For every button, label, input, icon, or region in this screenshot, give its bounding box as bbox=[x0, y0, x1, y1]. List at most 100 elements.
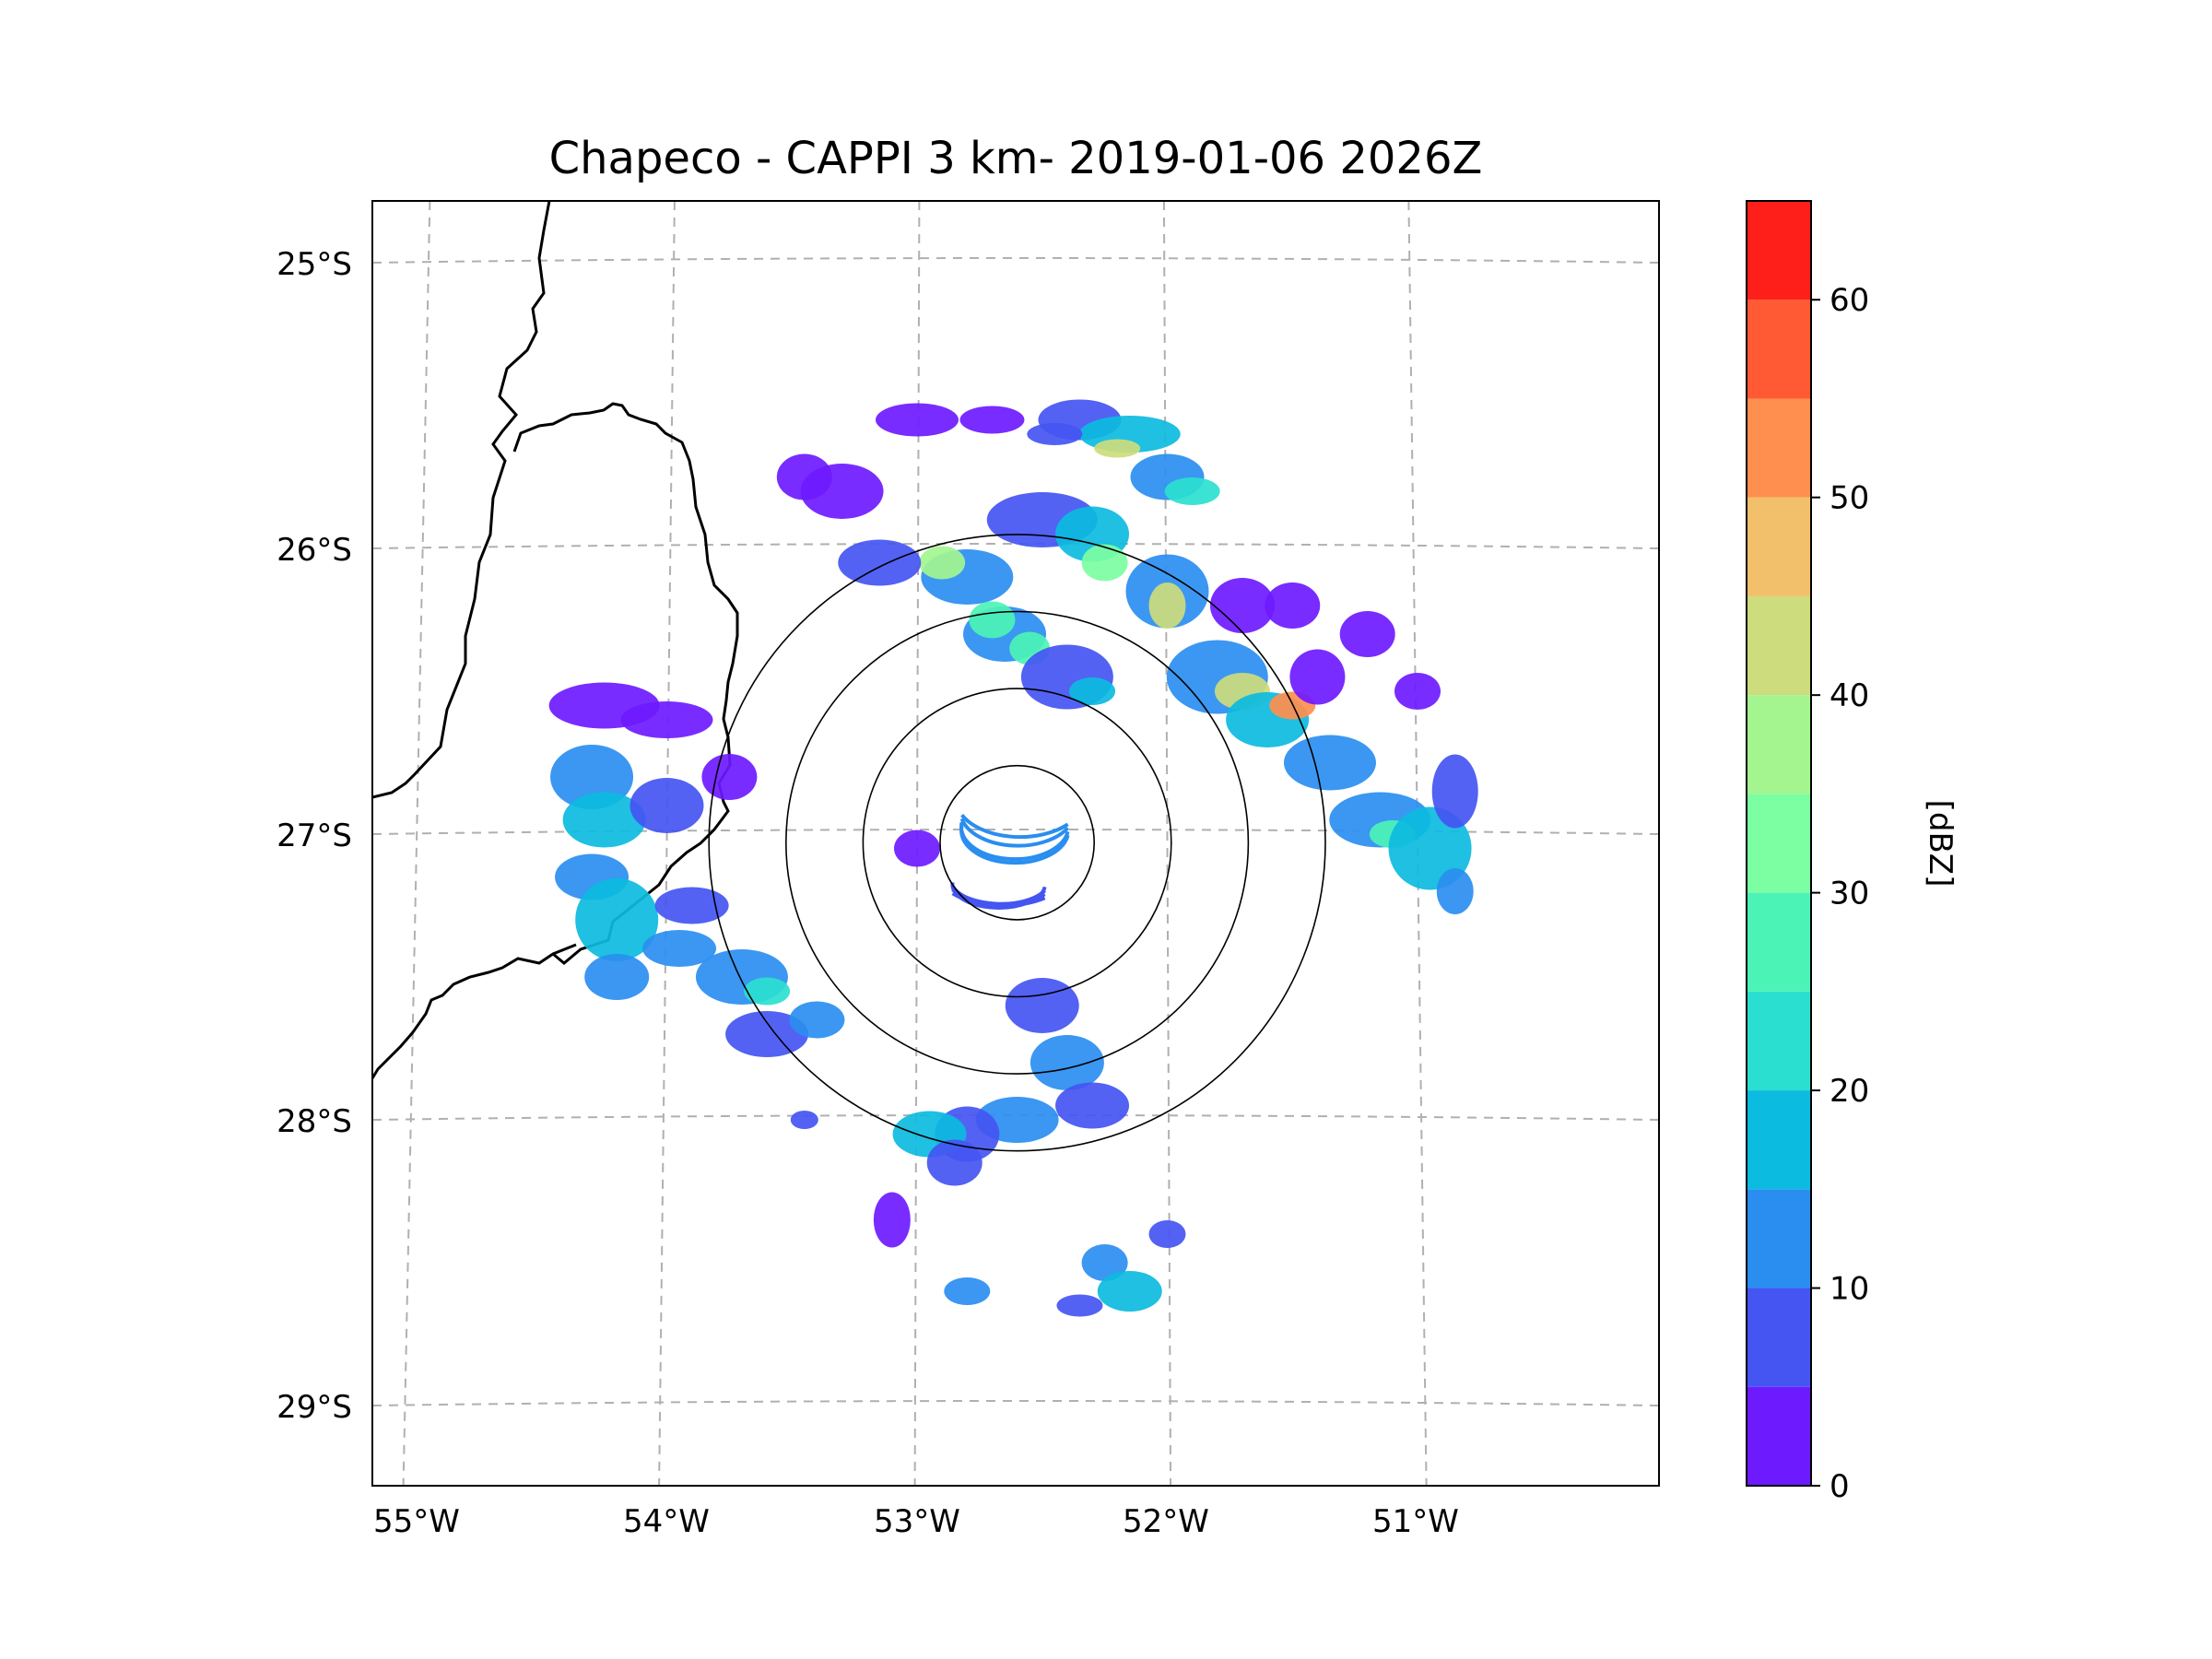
gridlines bbox=[372, 201, 1659, 1486]
echo-cell bbox=[1027, 423, 1083, 445]
colorbar-tick-label: 0 bbox=[1830, 1468, 1850, 1505]
echo-cell bbox=[1209, 578, 1275, 633]
colorbar-tick-label: 20 bbox=[1830, 1073, 1869, 1110]
echo-cell bbox=[575, 878, 659, 961]
echo-cell bbox=[1431, 754, 1478, 829]
range-ring bbox=[708, 534, 1326, 1152]
colorbar-segment bbox=[1747, 201, 1811, 300]
colorbar-segment bbox=[1747, 300, 1811, 399]
echo-cell bbox=[944, 1277, 991, 1305]
lon-label-53w: 53°W bbox=[874, 1503, 960, 1540]
echo-cell bbox=[1030, 1035, 1104, 1090]
echo-cell bbox=[1081, 544, 1128, 582]
colorbar-tick-label: 40 bbox=[1830, 677, 1869, 714]
echo-cell bbox=[790, 1111, 818, 1129]
echo-cell bbox=[744, 977, 791, 1006]
echo-cell bbox=[1094, 439, 1141, 458]
colorbar-tick-label: 60 bbox=[1830, 282, 1869, 319]
range-ring bbox=[862, 688, 1172, 998]
echo-cell bbox=[959, 406, 1025, 434]
lat-label-28s: 28°S bbox=[276, 1103, 352, 1140]
lat-label-25s: 25°S bbox=[276, 246, 352, 283]
border-santa-catarina bbox=[512, 402, 739, 965]
echo-cell bbox=[919, 546, 966, 580]
colorbar-ticks: 0 10 20 30 40 50 60 bbox=[1811, 282, 1869, 1505]
echo-cell bbox=[894, 830, 940, 867]
echo-cell bbox=[1394, 673, 1441, 710]
lon-label-54w: 54°W bbox=[623, 1503, 710, 1540]
meridian-gridline bbox=[658, 201, 676, 1486]
echo-cell bbox=[1164, 477, 1220, 505]
echo-cell bbox=[838, 539, 922, 586]
meridian-gridline bbox=[1407, 201, 1428, 1486]
echo-cell bbox=[1148, 1220, 1186, 1248]
colorbar-segment bbox=[1747, 794, 1811, 893]
echo-cell bbox=[1148, 582, 1186, 629]
echo-cell bbox=[1081, 1244, 1128, 1281]
clutter-arc bbox=[959, 825, 1070, 865]
meridian-gridline bbox=[402, 201, 431, 1486]
colorbar-segment bbox=[1747, 398, 1811, 498]
colorbar-segment bbox=[1747, 1386, 1811, 1486]
clutter-arc bbox=[960, 814, 1069, 840]
border-argentina-paraguay bbox=[372, 201, 551, 799]
echo-cell bbox=[1069, 677, 1116, 705]
echo-cell bbox=[873, 1192, 911, 1248]
state-borders bbox=[372, 201, 739, 1079]
echo-cell bbox=[1283, 735, 1376, 791]
echo-cell bbox=[1265, 582, 1321, 629]
longitude-labels: 55°W 54°W 53°W 52°W 51°W bbox=[373, 1503, 1459, 1540]
lon-label-52w: 52°W bbox=[1123, 1503, 1209, 1540]
lat-label-29s: 29°S bbox=[276, 1389, 352, 1426]
colorbar-segment bbox=[1747, 892, 1811, 992]
colorbar-segment bbox=[1747, 1189, 1811, 1288]
colorbar-segment bbox=[1747, 695, 1811, 794]
figure-title: Chapeco - CAPPI 3 km- 2019-01-06 2026Z bbox=[549, 133, 1483, 184]
reflectivity-echoes bbox=[548, 399, 1478, 1317]
echo-cell bbox=[876, 403, 959, 437]
echo-cell bbox=[584, 954, 650, 1000]
colorbar-tick-label: 50 bbox=[1830, 480, 1869, 517]
echo-cell bbox=[776, 453, 832, 500]
echo-cell bbox=[1436, 868, 1474, 914]
echo-cell bbox=[654, 887, 729, 924]
echo-cell bbox=[1339, 611, 1395, 657]
colorbar-segment bbox=[1747, 991, 1811, 1091]
colorbar-tick-label: 10 bbox=[1830, 1271, 1869, 1308]
colorbar-segment bbox=[1747, 497, 1811, 596]
echo-cell bbox=[969, 601, 1016, 639]
echo-cell bbox=[562, 792, 646, 848]
lon-label-55w: 55°W bbox=[373, 1503, 460, 1540]
colorbar: 0 10 20 30 40 50 60 [dBZ] bbox=[1746, 200, 1959, 1505]
echo-cell bbox=[701, 754, 758, 800]
echo-cell bbox=[629, 778, 704, 833]
map-axes: 25°S 26°S 27°S 28°S 29°S 55°W 54°W 53°W … bbox=[276, 200, 1660, 1540]
range-rings bbox=[708, 534, 1326, 1152]
lat-label-26s: 26°S bbox=[276, 532, 352, 569]
colorbar-segment bbox=[1747, 595, 1811, 696]
lon-label-51w: 51°W bbox=[1372, 1503, 1459, 1540]
echo-cell bbox=[1055, 1082, 1130, 1129]
range-ring bbox=[939, 764, 1095, 921]
echo-cell bbox=[789, 1001, 845, 1039]
meridian-gridline bbox=[913, 201, 921, 1486]
meridian-gridline bbox=[1162, 201, 1172, 1486]
echo-cell bbox=[642, 930, 717, 967]
map-frame bbox=[371, 200, 1660, 1487]
colorbar-label: [dBZ] bbox=[1922, 800, 1959, 888]
echo-cell bbox=[1289, 649, 1346, 705]
colorbar-segment bbox=[1747, 1288, 1811, 1387]
echo-cell bbox=[1056, 1294, 1103, 1317]
echo-cell bbox=[620, 701, 713, 738]
echo-cell bbox=[1005, 978, 1079, 1033]
clutter-arc bbox=[959, 818, 1070, 848]
clutter-arc bbox=[950, 881, 1047, 910]
colorbar-frame bbox=[1746, 200, 1812, 1487]
echo-cell bbox=[725, 1011, 809, 1057]
colorbar-segment bbox=[1747, 1090, 1811, 1190]
echo-cell bbox=[1097, 1271, 1162, 1312]
range-ring bbox=[784, 610, 1250, 1075]
latitude-labels: 25°S 26°S 27°S 28°S 29°S bbox=[276, 246, 352, 1426]
border-rio-grande-do-sul bbox=[372, 943, 577, 1079]
